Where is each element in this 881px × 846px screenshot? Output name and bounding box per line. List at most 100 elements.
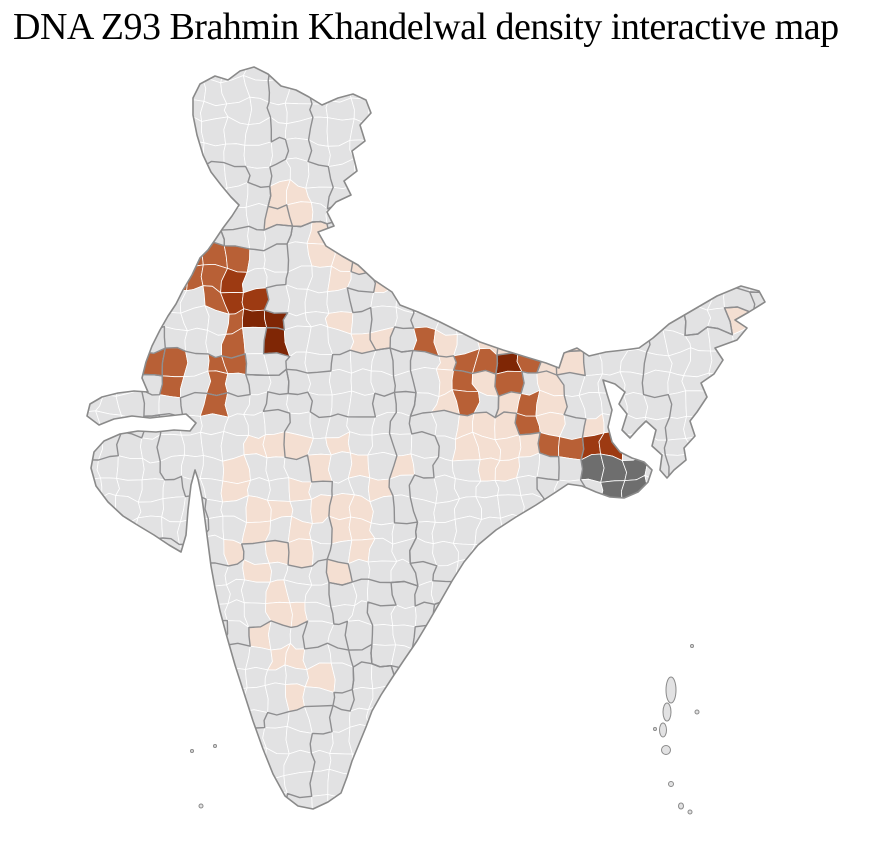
district-cell[interactable] <box>750 117 775 144</box>
district-cell[interactable] <box>726 499 752 520</box>
district-cell[interactable] <box>535 517 562 542</box>
district-cell[interactable] <box>432 768 459 797</box>
district-cell[interactable] <box>453 202 479 230</box>
district-cell[interactable] <box>640 624 669 645</box>
district-cell[interactable] <box>177 116 205 144</box>
district-cell[interactable] <box>369 158 393 189</box>
district-cell[interactable] <box>499 684 521 711</box>
district-cell[interactable] <box>665 624 693 645</box>
district-cell[interactable] <box>141 662 163 688</box>
district-cell[interactable] <box>622 771 649 795</box>
district-cell[interactable] <box>558 706 584 735</box>
district-cell[interactable] <box>75 184 103 204</box>
district-cell[interactable] <box>603 791 624 817</box>
district-cell[interactable] <box>369 495 395 526</box>
district-cell[interactable] <box>200 748 230 774</box>
district-cell[interactable] <box>706 284 726 311</box>
district-cell[interactable] <box>493 265 522 293</box>
district-cell[interactable] <box>748 369 774 394</box>
district-cell[interactable] <box>746 243 774 267</box>
district-cell[interactable] <box>748 97 774 122</box>
district-cell[interactable] <box>347 431 373 456</box>
district-cell[interactable] <box>557 517 587 542</box>
district-cell[interactable] <box>206 662 228 694</box>
district-cell[interactable] <box>157 77 186 104</box>
district-cell[interactable] <box>369 726 398 756</box>
district-cell[interactable] <box>312 810 331 836</box>
district-cell[interactable] <box>457 284 478 315</box>
district-cell[interactable] <box>516 305 546 334</box>
district-cell[interactable] <box>455 183 479 206</box>
district-cell[interactable] <box>472 158 501 187</box>
district-cell[interactable] <box>663 791 691 816</box>
district-cell[interactable] <box>157 557 188 583</box>
district-cell[interactable] <box>180 815 201 836</box>
district-cell[interactable] <box>518 432 541 458</box>
district-cell[interactable] <box>516 605 541 630</box>
district-cell[interactable] <box>642 221 669 252</box>
district-cell[interactable] <box>493 770 523 794</box>
district-cell[interactable] <box>453 266 478 290</box>
district-cell[interactable] <box>585 499 604 525</box>
district-cell[interactable] <box>304 351 334 374</box>
district-cell[interactable] <box>707 141 730 168</box>
district-cell[interactable] <box>117 600 144 627</box>
district-cell[interactable] <box>663 101 690 122</box>
district-cell[interactable] <box>121 160 146 186</box>
district-cell[interactable] <box>137 282 164 314</box>
district-cell[interactable] <box>619 306 649 337</box>
district-cell[interactable] <box>306 242 336 268</box>
district-cell[interactable] <box>392 270 414 293</box>
district-cell[interactable] <box>198 771 230 793</box>
district-cell[interactable] <box>601 814 629 836</box>
district-cell[interactable] <box>516 58 543 83</box>
district-cell[interactable] <box>602 180 624 210</box>
district-cell[interactable] <box>394 733 415 753</box>
district-cell[interactable] <box>366 116 395 143</box>
district-cell[interactable] <box>602 97 628 126</box>
district-cell[interactable] <box>74 518 104 545</box>
district-cell[interactable] <box>434 117 460 144</box>
district-cell[interactable] <box>726 121 755 146</box>
district-cell[interactable] <box>120 137 146 165</box>
district-cell[interactable] <box>598 561 625 582</box>
district-cell[interactable] <box>135 515 164 540</box>
district-cell[interactable] <box>686 642 707 668</box>
district-cell[interactable] <box>370 810 397 838</box>
district-cell[interactable] <box>769 97 794 119</box>
district-cell[interactable] <box>452 143 481 168</box>
district-cell[interactable] <box>620 664 647 691</box>
district-cell[interactable] <box>80 370 104 398</box>
district-cell[interactable] <box>666 201 692 227</box>
district-cell[interactable] <box>537 622 561 650</box>
district-cell[interactable] <box>535 537 562 566</box>
district-cell[interactable] <box>454 80 478 105</box>
district-cell[interactable] <box>494 788 520 817</box>
district-cell[interactable] <box>476 709 501 737</box>
district-cell[interactable] <box>349 811 374 839</box>
district-cell[interactable] <box>642 493 668 522</box>
district-cell[interactable] <box>647 116 671 147</box>
district-cell[interactable] <box>641 369 671 398</box>
district-cell[interactable] <box>535 578 566 608</box>
district-cell[interactable] <box>330 662 354 694</box>
district-cell[interactable] <box>602 771 625 796</box>
district-cell[interactable] <box>625 602 648 627</box>
district-cell[interactable] <box>703 161 731 187</box>
district-cell[interactable] <box>767 793 794 817</box>
district-cell[interactable] <box>77 201 106 225</box>
district-cell[interactable] <box>705 605 732 629</box>
district-cell[interactable] <box>619 433 647 461</box>
district-cell[interactable] <box>516 580 541 609</box>
district-cell[interactable] <box>391 199 415 225</box>
district-cell[interactable] <box>283 56 310 79</box>
district-cell[interactable] <box>391 179 416 204</box>
district-cell[interactable] <box>746 346 770 375</box>
district-cell[interactable] <box>117 327 146 353</box>
district-cell[interactable] <box>122 726 145 755</box>
district-cell[interactable] <box>726 247 750 269</box>
district-cell[interactable] <box>451 158 478 187</box>
district-cell[interactable] <box>328 581 358 608</box>
district-cell[interactable] <box>409 688 436 712</box>
district-cell[interactable] <box>747 536 768 564</box>
